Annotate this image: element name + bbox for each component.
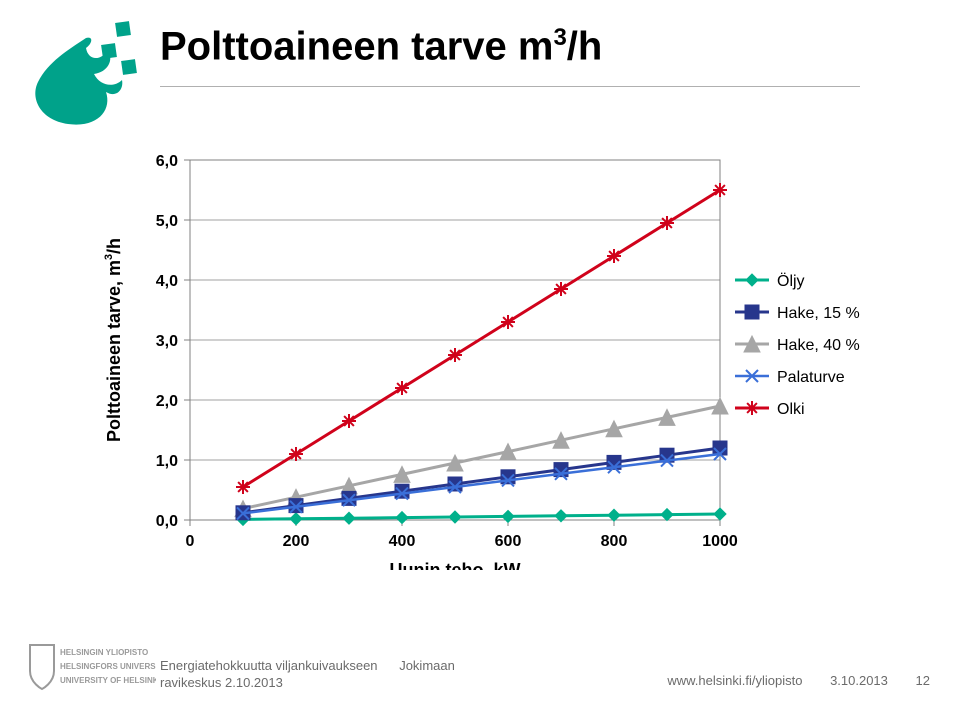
flame-logo-icon bbox=[28, 20, 148, 135]
footer-right: www.helsinki.fi/yliopisto 3.10.2013 12 bbox=[643, 673, 930, 688]
svg-text:Hake, 15 %: Hake, 15 % bbox=[777, 305, 860, 322]
slide: Polttoaineen tarve m3/h 0,0 1,0 2,0 3,0 4,0 5… bbox=[0, 0, 960, 716]
svg-text:2,0: 2,0 bbox=[156, 393, 178, 410]
title-sup: 3 bbox=[553, 24, 566, 51]
footer-page: 12 bbox=[916, 673, 930, 688]
footer-line2: ravikeskus 2.10.2013 bbox=[160, 675, 283, 690]
svg-text:800: 800 bbox=[601, 533, 628, 550]
svg-text:1000: 1000 bbox=[702, 533, 738, 550]
svg-text:400: 400 bbox=[389, 533, 416, 550]
svg-text:1,0: 1,0 bbox=[156, 453, 178, 470]
svg-text:UNIVERSITY OF HELSINKI: UNIVERSITY OF HELSINKI bbox=[60, 676, 156, 685]
svg-text:Olki: Olki bbox=[777, 401, 805, 418]
svg-text:600: 600 bbox=[495, 533, 522, 550]
svg-text:5,0: 5,0 bbox=[156, 213, 178, 230]
footer-line1: Energiatehokkuutta viljankuivaukseen bbox=[160, 658, 378, 673]
fuel-chart: 0,0 1,0 2,0 3,0 4,0 5,0 6,0 0 200 400 600 800 1000 Uu… bbox=[60, 130, 900, 570]
footer-word: Jokimaan bbox=[399, 658, 455, 673]
footer-date: 3.10.2013 bbox=[830, 673, 888, 688]
footer: HELSINGIN YLIOPISTO HELSINGFORS UNIVERSIT… bbox=[0, 638, 960, 698]
svg-text:0: 0 bbox=[186, 533, 195, 550]
svg-text:HELSINGIN YLIOPISTO: HELSINGIN YLIOPISTO bbox=[60, 648, 148, 657]
svg-text:Palaturve: Palaturve bbox=[777, 369, 845, 386]
title-text-b: /h bbox=[567, 24, 603, 68]
footer-credits: Energiatehokkuutta viljankuivaukseen Jok… bbox=[160, 657, 455, 692]
footer-site: www.helsinki.fi/yliopisto bbox=[667, 673, 802, 688]
university-logo-icon: HELSINGIN YLIOPISTO HELSINGFORS UNIVERSIT… bbox=[26, 641, 156, 698]
svg-text:Hake, 40 %: Hake, 40 % bbox=[777, 337, 860, 354]
svg-text:Öljy: Öljy bbox=[777, 272, 805, 290]
svg-text:200: 200 bbox=[283, 533, 310, 550]
slide-title: Polttoaineen tarve m3/h bbox=[160, 24, 602, 69]
svg-text:Uunin teho, kW: Uunin teho, kW bbox=[390, 560, 521, 570]
svg-text:HELSINGFORS UNIVERSITET: HELSINGFORS UNIVERSITET bbox=[60, 662, 156, 671]
title-text-a: Polttoaineen tarve m bbox=[160, 24, 553, 68]
title-rule bbox=[160, 86, 860, 87]
svg-text:4,0: 4,0 bbox=[156, 273, 178, 290]
chart-container: 0,0 1,0 2,0 3,0 4,0 5,0 6,0 0 200 400 600 800 1000 Uu… bbox=[60, 130, 900, 570]
svg-text:6,0: 6,0 bbox=[156, 153, 178, 170]
svg-text:Polttoaineen tarve, m3/h: Polttoaineen tarve, m3/h bbox=[103, 238, 124, 442]
svg-text:0,0: 0,0 bbox=[156, 513, 178, 530]
svg-text:3,0: 3,0 bbox=[156, 333, 178, 350]
